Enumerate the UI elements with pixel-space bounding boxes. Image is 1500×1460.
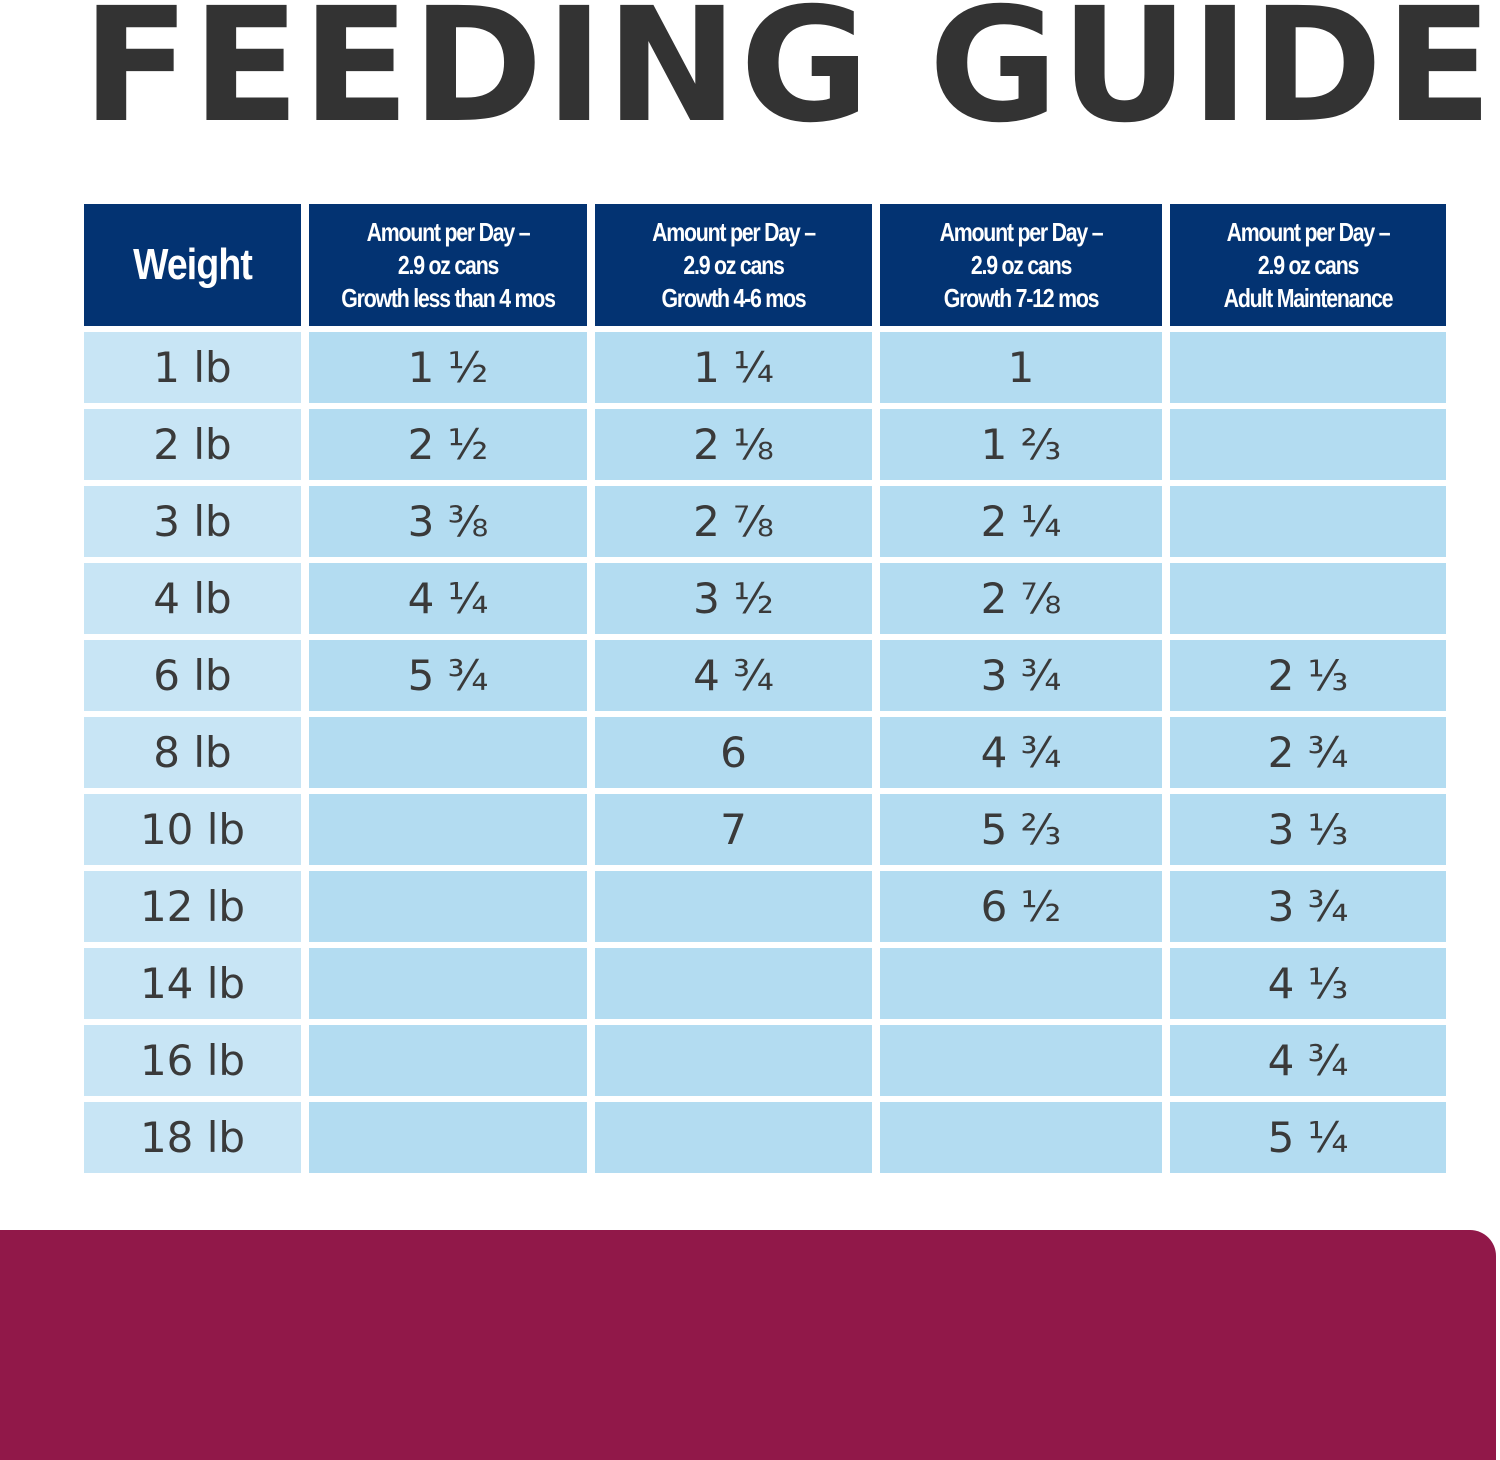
feeding-table: Weight Amount per Day – 2.9 oz cans Grow…	[76, 198, 1454, 1179]
amount-growth-4-6-mos: 7	[595, 794, 872, 865]
amount-adult-maintenance: 4 ¾	[1170, 1025, 1446, 1096]
weight-cell: 18 lb	[84, 1102, 301, 1173]
amount-growth-4-6-mos: 6	[595, 717, 872, 788]
amount-adult-maintenance: 4 ⅓	[1170, 948, 1446, 1019]
weight-cell: 14 lb	[84, 948, 301, 1019]
table-row: 2 lb 2 ½ 2 ⅛ 1 ⅔	[84, 409, 1446, 480]
table-row: 6 lb 5 ¾ 4 ¾ 3 ¾ 2 ⅓	[84, 640, 1446, 711]
header-line: 2.9 oz cans	[397, 249, 499, 280]
table-row: 4 lb 4 ¼ 3 ½ 2 ⅞	[84, 563, 1446, 634]
amount-adult-maintenance: 3 ¾	[1170, 871, 1446, 942]
amount-growth-4-6-mos: 2 ⅞	[595, 486, 872, 557]
amount-growth-7-12-mos: 2 ⅞	[880, 563, 1162, 634]
weight-cell: 8 lb	[84, 717, 301, 788]
header-row: Weight Amount per Day – 2.9 oz cans Grow…	[84, 204, 1446, 326]
table-row: 1 lb 1 ½ 1 ¼ 1	[84, 332, 1446, 403]
weight-cell: 6 lb	[84, 640, 301, 711]
bottom-color-panel	[0, 1230, 1496, 1460]
amount-growth-7-12-mos: 1	[880, 332, 1162, 403]
table-row: 18 lb 5 ¼	[84, 1102, 1446, 1173]
weight-cell: 16 lb	[84, 1025, 301, 1096]
header-line: Growth less than 4 mos	[341, 282, 556, 313]
page-title: FEEDING GUIDE	[82, 0, 1495, 158]
header-line: Weight	[133, 240, 253, 289]
amount-growth-under-4-mos: 5 ¾	[309, 640, 587, 711]
header-growth-4-6-mos: Amount per Day – 2.9 oz cans Growth 4-6 …	[595, 204, 872, 326]
table-row: 14 lb 4 ⅓	[84, 948, 1446, 1019]
amount-growth-4-6-mos: 1 ¼	[595, 332, 872, 403]
amount-growth-under-4-mos	[309, 794, 587, 865]
header-weight: Weight	[84, 204, 301, 326]
amount-growth-4-6-mos: 2 ⅛	[595, 409, 872, 480]
table-row: 8 lb 6 4 ¾ 2 ¾	[84, 717, 1446, 788]
header-line: 2.9 oz cans	[1257, 249, 1359, 280]
weight-cell: 2 lb	[84, 409, 301, 480]
amount-adult-maintenance: 3 ⅓	[1170, 794, 1446, 865]
amount-growth-7-12-mos: 4 ¾	[880, 717, 1162, 788]
table-header: Weight Amount per Day – 2.9 oz cans Grow…	[84, 204, 1446, 326]
amount-growth-under-4-mos: 4 ¼	[309, 563, 587, 634]
header-line: Amount per Day –	[939, 216, 1104, 247]
header-line: Amount per Day –	[1226, 216, 1391, 247]
amount-growth-under-4-mos: 3 ⅜	[309, 486, 587, 557]
amount-adult-maintenance	[1170, 486, 1446, 557]
amount-growth-7-12-mos: 3 ¾	[880, 640, 1162, 711]
weight-cell: 1 lb	[84, 332, 301, 403]
amount-growth-4-6-mos: 3 ½	[595, 563, 872, 634]
amount-growth-under-4-mos	[309, 948, 587, 1019]
header-line: 2.9 oz cans	[683, 249, 784, 280]
amount-growth-4-6-mos	[595, 1025, 872, 1096]
amount-growth-7-12-mos: 5 ⅔	[880, 794, 1162, 865]
amount-adult-maintenance: 2 ¾	[1170, 717, 1446, 788]
amount-growth-7-12-mos: 2 ¼	[880, 486, 1162, 557]
amount-adult-maintenance	[1170, 332, 1446, 403]
table-row: 10 lb 7 5 ⅔ 3 ⅓	[84, 794, 1446, 865]
header-line: Amount per Day –	[366, 216, 531, 247]
amount-adult-maintenance: 5 ¼	[1170, 1102, 1446, 1173]
amount-adult-maintenance: 2 ⅓	[1170, 640, 1446, 711]
amount-growth-7-12-mos: 6 ½	[880, 871, 1162, 942]
amount-growth-7-12-mos	[880, 948, 1162, 1019]
table-body: 1 lb 1 ½ 1 ¼ 1 2 lb 2 ½ 2 ⅛ 1 ⅔ 3 lb 3 ⅜…	[84, 332, 1446, 1173]
weight-cell: 12 lb	[84, 871, 301, 942]
amount-growth-under-4-mos	[309, 717, 587, 788]
header-growth-under-4-mos: Amount per Day – 2.9 oz cans Growth less…	[309, 204, 587, 326]
amount-growth-under-4-mos: 1 ½	[309, 332, 587, 403]
amount-growth-under-4-mos	[309, 871, 587, 942]
header-growth-7-12-mos: Amount per Day – 2.9 oz cans Growth 7-12…	[880, 204, 1162, 326]
header-adult-maintenance: Amount per Day – 2.9 oz cans Adult Maint…	[1170, 204, 1446, 326]
amount-growth-7-12-mos	[880, 1025, 1162, 1096]
header-line: Growth 7-12 mos	[943, 282, 1100, 313]
header-line: Adult Maintenance	[1223, 282, 1394, 313]
amount-growth-under-4-mos	[309, 1102, 587, 1173]
amount-growth-4-6-mos: 4 ¾	[595, 640, 872, 711]
amount-adult-maintenance	[1170, 409, 1446, 480]
header-line: Amount per Day –	[652, 216, 816, 247]
weight-cell: 10 lb	[84, 794, 301, 865]
amount-growth-7-12-mos: 1 ⅔	[880, 409, 1162, 480]
table-row: 16 lb 4 ¾	[84, 1025, 1446, 1096]
weight-cell: 3 lb	[84, 486, 301, 557]
table-row: 12 lb 6 ½ 3 ¾	[84, 871, 1446, 942]
table-row: 3 lb 3 ⅜ 2 ⅞ 2 ¼	[84, 486, 1446, 557]
amount-growth-4-6-mos	[595, 1102, 872, 1173]
amount-adult-maintenance	[1170, 563, 1446, 634]
amount-growth-7-12-mos	[880, 1102, 1162, 1173]
amount-growth-4-6-mos	[595, 871, 872, 942]
header-line: Growth 4-6 mos	[661, 282, 807, 313]
weight-cell: 4 lb	[84, 563, 301, 634]
amount-growth-under-4-mos	[309, 1025, 587, 1096]
header-line: 2.9 oz cans	[970, 249, 1072, 280]
amount-growth-under-4-mos: 2 ½	[309, 409, 587, 480]
amount-growth-4-6-mos	[595, 948, 872, 1019]
